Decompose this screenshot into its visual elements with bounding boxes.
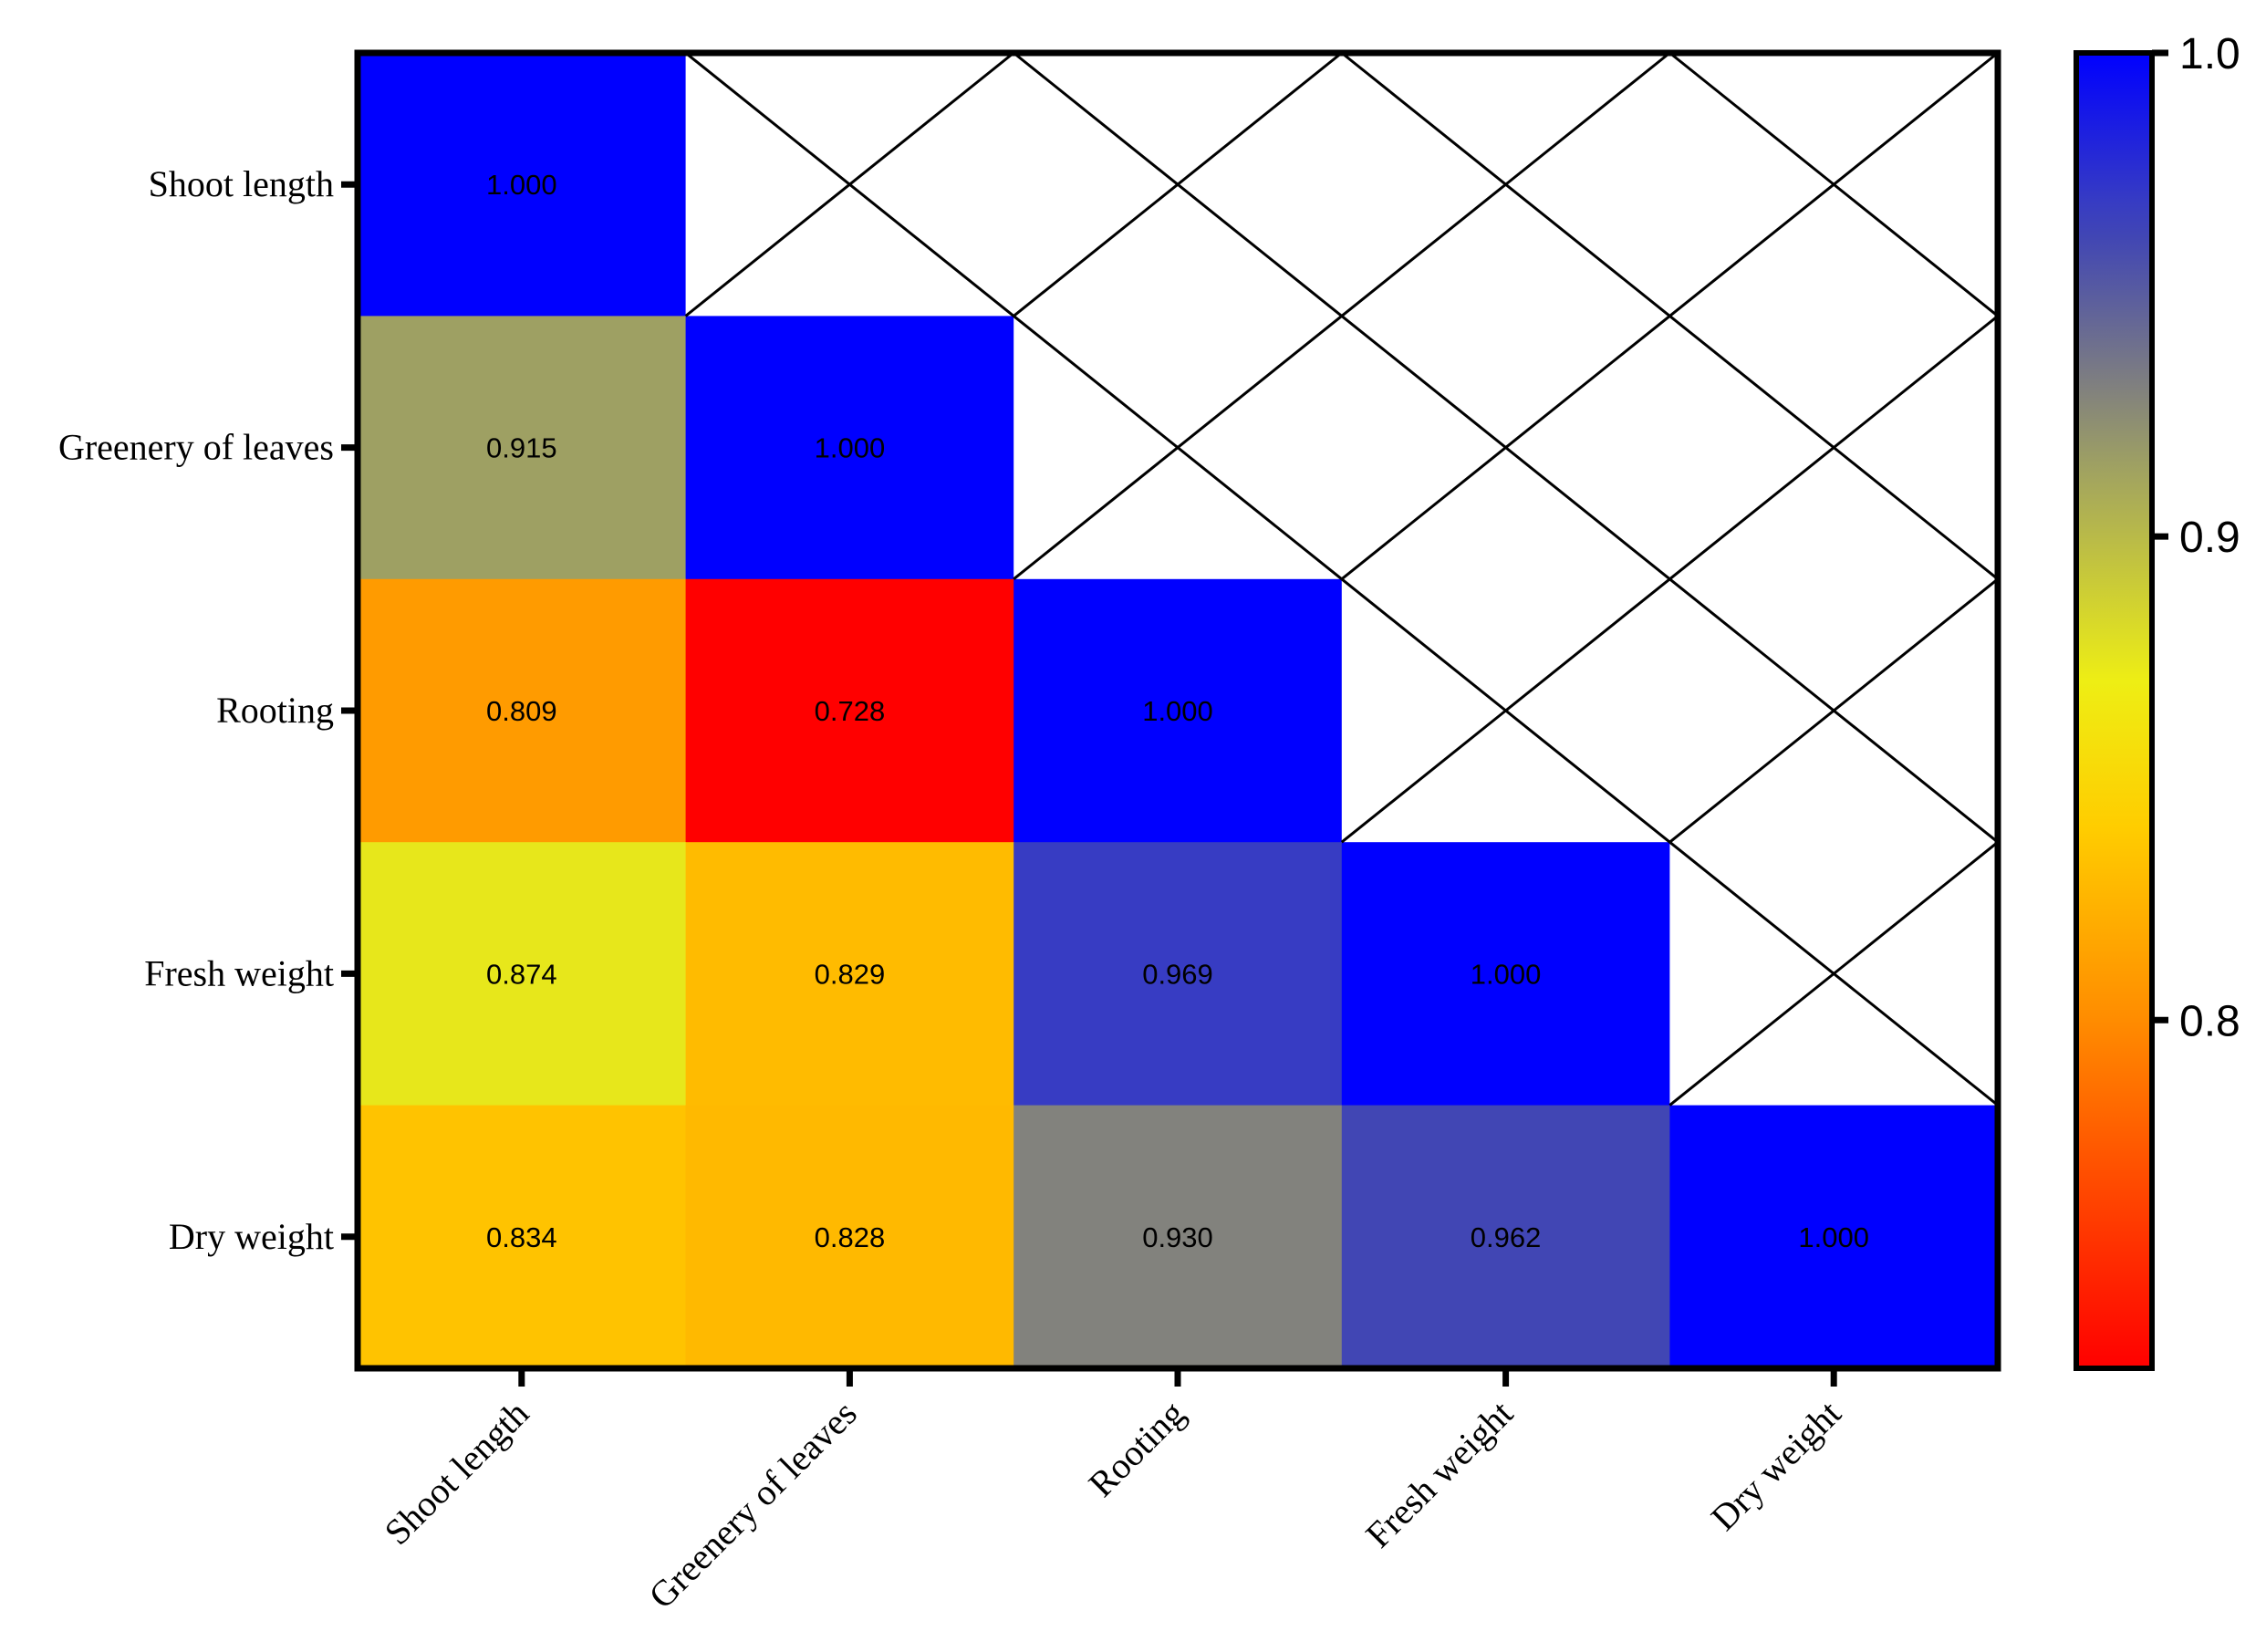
- cell-value-labels: 1.000 0.915 1.000 0.809 0.728 1.000 0.874 0.829…: [486, 169, 1869, 1253]
- heatmap-cell-fresh-weight-shoot-length: [358, 842, 687, 1107]
- empty-cell-cross-line: [1668, 577, 1999, 844]
- x-axis: Shoot length Greenery of leaves Rooting Fre…: [377, 1368, 1849, 1616]
- colorbar-tick-label: 1.0: [2179, 30, 2240, 78]
- empty-cell-cross-line: [1340, 577, 1671, 844]
- cell-value-label: 1.000: [486, 169, 557, 201]
- cell-value-label: 0.828: [815, 1221, 886, 1253]
- y-tick-label-rooting: Rooting: [216, 690, 334, 731]
- cell-value-label: 1.000: [1471, 958, 1542, 990]
- heatmap-cell-rooting-shoot-length: [358, 578, 687, 843]
- y-axis: Shoot length Greenery of leaves Rooting Fre…: [58, 163, 358, 1257]
- cell-value-label: 0.962: [1471, 1221, 1542, 1253]
- heatmap-cell-shoot-length-shoot-length: [358, 53, 687, 317]
- heatmap-cell-dry-weight-rooting: [1013, 1105, 1343, 1369]
- y-tick-label-shoot-length: Shoot length: [149, 163, 334, 204]
- empty-cell-crosses: [684, 51, 1999, 1107]
- colorbar-tick-label: 0.9: [2179, 514, 2240, 562]
- empty-cell-cross-line: [1668, 841, 1999, 1107]
- x-tick-label-shoot-length: Shoot length: [377, 1393, 537, 1553]
- cell-value-label: 0.969: [1142, 958, 1213, 990]
- heatmap-cell-dry-weight-shoot-length: [358, 1105, 687, 1369]
- cell-value-label: 0.874: [486, 958, 557, 990]
- heatmap-cell-rooting-rooting: [1013, 578, 1343, 843]
- empty-cell-cross-line: [1668, 51, 1999, 317]
- heatmap-cell-greenery-of-leaves-shoot-length: [358, 316, 687, 580]
- empty-cell-cross-line: [1668, 315, 1999, 580]
- colorbar-gradient: [2074, 50, 2155, 1371]
- heatmap-cell-fresh-weight-rooting: [1013, 842, 1343, 1107]
- y-tick-label-greenery-of-leaves: Greenery of leaves: [58, 427, 334, 468]
- cell-value-label: 0.809: [486, 695, 557, 727]
- heatmap-cell-dry-weight-greenery-of-leaves: [685, 1105, 1014, 1369]
- y-tick-label-fresh-weight: Fresh weight: [144, 952, 334, 993]
- empty-cell-cross-line: [1340, 51, 1671, 317]
- colorbar-tick-label: 0.8: [2179, 997, 2240, 1045]
- empty-cell-cross-line: [1013, 51, 1343, 317]
- heatmap-cell-dry-weight-dry-weight: [1669, 1105, 1999, 1369]
- cell-value-label: 0.915: [486, 432, 557, 464]
- heatmap-cell-rooting-greenery-of-leaves: [685, 578, 1014, 843]
- heatmap-cell-greenery-of-leaves-greenery-of-leaves: [685, 316, 1014, 580]
- cell-value-label: 1.000: [1798, 1221, 1869, 1253]
- cell-value-label: 0.834: [486, 1221, 557, 1253]
- empty-cell-cross-line: [1340, 315, 1671, 580]
- cell-value-label: 1.000: [1142, 695, 1213, 727]
- cell-value-label: 0.930: [1142, 1221, 1213, 1253]
- cell-value-label: 1.000: [815, 432, 886, 464]
- y-tick-label-dry-weight: Dry weight: [169, 1216, 334, 1257]
- empty-cell-cross-line: [1013, 315, 1343, 580]
- cell-value-label: 0.728: [815, 695, 886, 727]
- heatmap-cell-fresh-weight-greenery-of-leaves: [685, 842, 1014, 1107]
- x-tick-label-greenery-of-leaves: Greenery of leaves: [640, 1393, 864, 1616]
- colorbar: 0.8 0.9 1.0: [2074, 30, 2240, 1371]
- heatmap-cell-dry-weight-fresh-weight: [1341, 1105, 1670, 1369]
- x-tick-label-fresh-weight: Fresh weight: [1357, 1393, 1521, 1556]
- cell-value-label: 0.829: [815, 958, 886, 990]
- x-tick-label-dry-weight: Dry weight: [1703, 1393, 1849, 1539]
- heatmap-cell-fresh-weight-fresh-weight: [1341, 842, 1670, 1107]
- x-tick-label-rooting: Rooting: [1080, 1393, 1192, 1505]
- empty-cell-cross-line: [684, 51, 1015, 317]
